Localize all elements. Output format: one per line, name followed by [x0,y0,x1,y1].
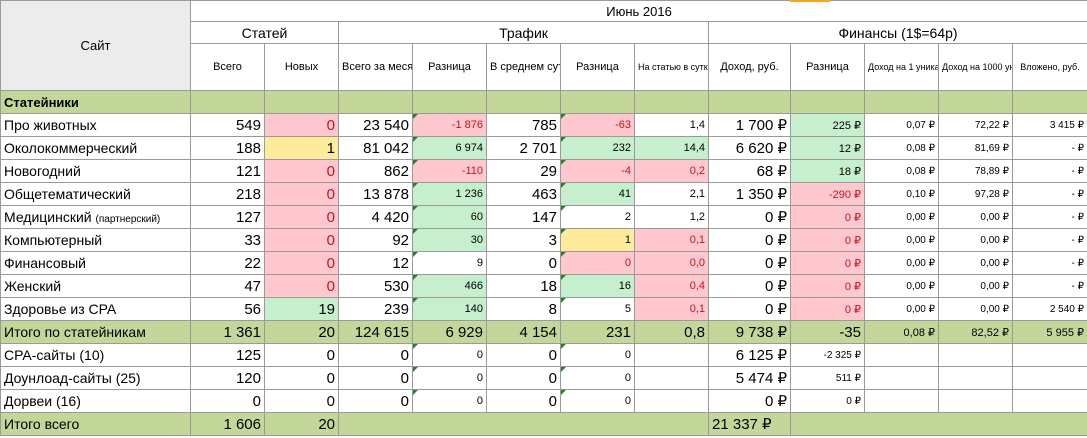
table-row: CPA-сайты (10) 125 0 0 0 0 0 6 125 ₽ -2 … [0,343,1087,367]
col-invested: Вложено, руб. [1011,43,1087,91]
row-name[interactable]: Доунлоад-сайты (25) [0,366,191,390]
row-name[interactable]: CPA-сайты (10) [0,343,191,367]
traffic-header: Трафик [338,21,709,44]
col-diff-income: Разница [790,43,865,91]
articles-header: Статей [190,21,339,44]
col-total: Всего [190,43,265,91]
table-row: Здоровье из CPA 56 19 239 140 8 5 0,1 0 … [0,297,1087,321]
table-row: Компьютерный 33 0 92 30 3 1 0,1 0 ₽ 0 ₽ … [0,228,1087,252]
section-row: Статейники [0,90,1087,114]
row-name[interactable]: Околокоммерческий [0,136,191,160]
table-row: Околокоммерческий 188 1 81 042 6 974 2 7… [0,136,1087,160]
col-diff-avg: Разница [560,43,635,91]
finance-header: Финансы (1$=64р) [707,21,1087,44]
row-name[interactable]: Компьютерный [0,228,191,252]
table-row: Новогодний 121 0 862 -110 29 -4 0,2 68 ₽… [0,159,1087,183]
row-name[interactable]: Новогодний [0,159,191,183]
row-name[interactable]: Женский [0,274,191,298]
col-avg-day: В среднем сутки (/30) [486,43,561,91]
col-diff-month: Разница [412,43,487,91]
table-row: Женский 47 0 530 466 18 16 0,4 0 ₽ 0 ₽ 0… [0,274,1087,298]
table-row: Про животных 549 0 23 540 -1 876 785 -63… [0,113,1087,137]
table-row: Дорвеи (16) 0 0 0 0 0 0 0 ₽ 0 ₽ [0,389,1087,413]
section-label: Статейники [0,90,191,114]
col-income: Доход, руб. [708,43,791,91]
table-row: Общетематический 218 0 13 878 1 236 463 … [0,182,1087,206]
col-per-1000: Доход на 1000 уников [938,43,1013,91]
row-name[interactable]: Дорвеи (16) [0,389,191,413]
table-row: Медицинский (партнерский) 127 0 4 420 60… [0,205,1087,229]
table-row: Финансовый 22 0 12 9 0 0 0,0 0 ₽ 0 ₽ 0,0… [0,251,1087,275]
col-per-article: На статью в сутки [634,43,709,91]
row-name[interactable]: Медицинский (партнерский) [0,205,191,229]
row-name[interactable]: Про животных [0,113,191,137]
col-per-unique: Доход на 1 уника [864,43,939,91]
row-name[interactable]: Здоровье из CPA [0,297,191,321]
site-header: Сайт [0,0,191,91]
col-new: Новых [264,43,339,91]
table-row: Доунлоад-сайты (25) 120 0 0 0 0 0 5 474 … [0,366,1087,390]
row-name[interactable]: Финансовый [0,251,191,275]
col-month-total: Всего за месяц [338,43,413,91]
row-name[interactable]: Общетематический [0,182,191,206]
period-header: Июнь 2016 [189,0,1087,22]
subtotal-row: Итого по статейникам 1 361 20 124 615 6 … [0,320,1087,344]
active-tab-marker [790,0,830,2]
grand-total-row: Итого всего 1 606 20 21 337 ₽ [0,412,1087,436]
